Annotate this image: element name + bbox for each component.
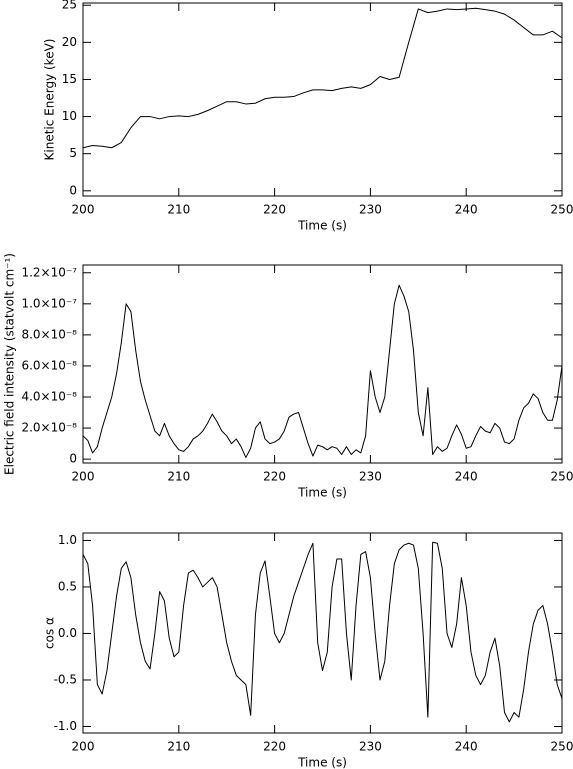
x-tick-label: 240 bbox=[455, 740, 478, 754]
y-tick-label: 15 bbox=[62, 72, 77, 86]
x-axis-label: Time (s) bbox=[297, 486, 347, 500]
y-tick-label: 1.0 bbox=[58, 533, 77, 547]
y-tick-label: 0 bbox=[69, 183, 77, 197]
plot-frame bbox=[82, 2, 563, 197]
y-tick-label: -1.0 bbox=[54, 719, 77, 733]
x-tick-label: 220 bbox=[263, 740, 286, 754]
x-tick-label: 210 bbox=[167, 470, 190, 484]
data-line bbox=[82, 284, 563, 459]
x-tick-label: 230 bbox=[359, 203, 382, 217]
x-tick-label: 210 bbox=[167, 203, 190, 217]
x-tick-label: 240 bbox=[455, 203, 478, 217]
x-tick-label: 250 bbox=[551, 470, 573, 484]
y-tick-label: 1.0×10⁻⁷ bbox=[21, 296, 77, 310]
y-tick-label: 0 bbox=[69, 452, 77, 466]
y-tick-label: -0.5 bbox=[54, 672, 77, 686]
x-tick-label: 250 bbox=[551, 203, 573, 217]
x-tick-label: 200 bbox=[72, 470, 95, 484]
y-axis-label: Electric field intensity (statvolt cm⁻¹) bbox=[3, 253, 17, 475]
x-tick-label: 240 bbox=[455, 470, 478, 484]
x-tick-label: 200 bbox=[72, 740, 95, 754]
plot-frame bbox=[82, 264, 563, 464]
y-axis-label: cos α bbox=[43, 617, 57, 649]
y-tick-label: 6.0×10⁻⁸ bbox=[21, 358, 77, 372]
x-tick-label: 250 bbox=[551, 740, 573, 754]
x-tick-label: 230 bbox=[359, 470, 382, 484]
y-tick-label: 8.0×10⁻⁸ bbox=[21, 327, 77, 341]
y-tick-label: 2.0×10⁻⁸ bbox=[21, 421, 77, 435]
data-line bbox=[82, 541, 563, 723]
x-tick-label: 200 bbox=[72, 203, 95, 217]
y-tick-label: 10 bbox=[62, 109, 77, 123]
x-tick-label: 230 bbox=[359, 740, 382, 754]
y-axis-label: Kinetic Energy (keV) bbox=[43, 39, 57, 161]
x-tick-label: 210 bbox=[167, 740, 190, 754]
x-axis-label: Time (s) bbox=[297, 219, 347, 233]
y-tick-label: 0.0 bbox=[58, 626, 77, 640]
x-tick-label: 220 bbox=[263, 203, 286, 217]
y-tick-label: 0.5 bbox=[58, 579, 77, 593]
y-tick-label: 1.2×10⁻⁷ bbox=[21, 265, 77, 279]
y-tick-label: 5 bbox=[69, 146, 77, 160]
y-tick-label: 20 bbox=[62, 35, 77, 49]
x-tick-label: 220 bbox=[263, 470, 286, 484]
data-line bbox=[82, 7, 563, 149]
x-axis-label: Time (s) bbox=[297, 756, 347, 769]
y-tick-label: 4.0×10⁻⁸ bbox=[21, 390, 77, 404]
y-tick-label: 25 bbox=[62, 0, 77, 12]
